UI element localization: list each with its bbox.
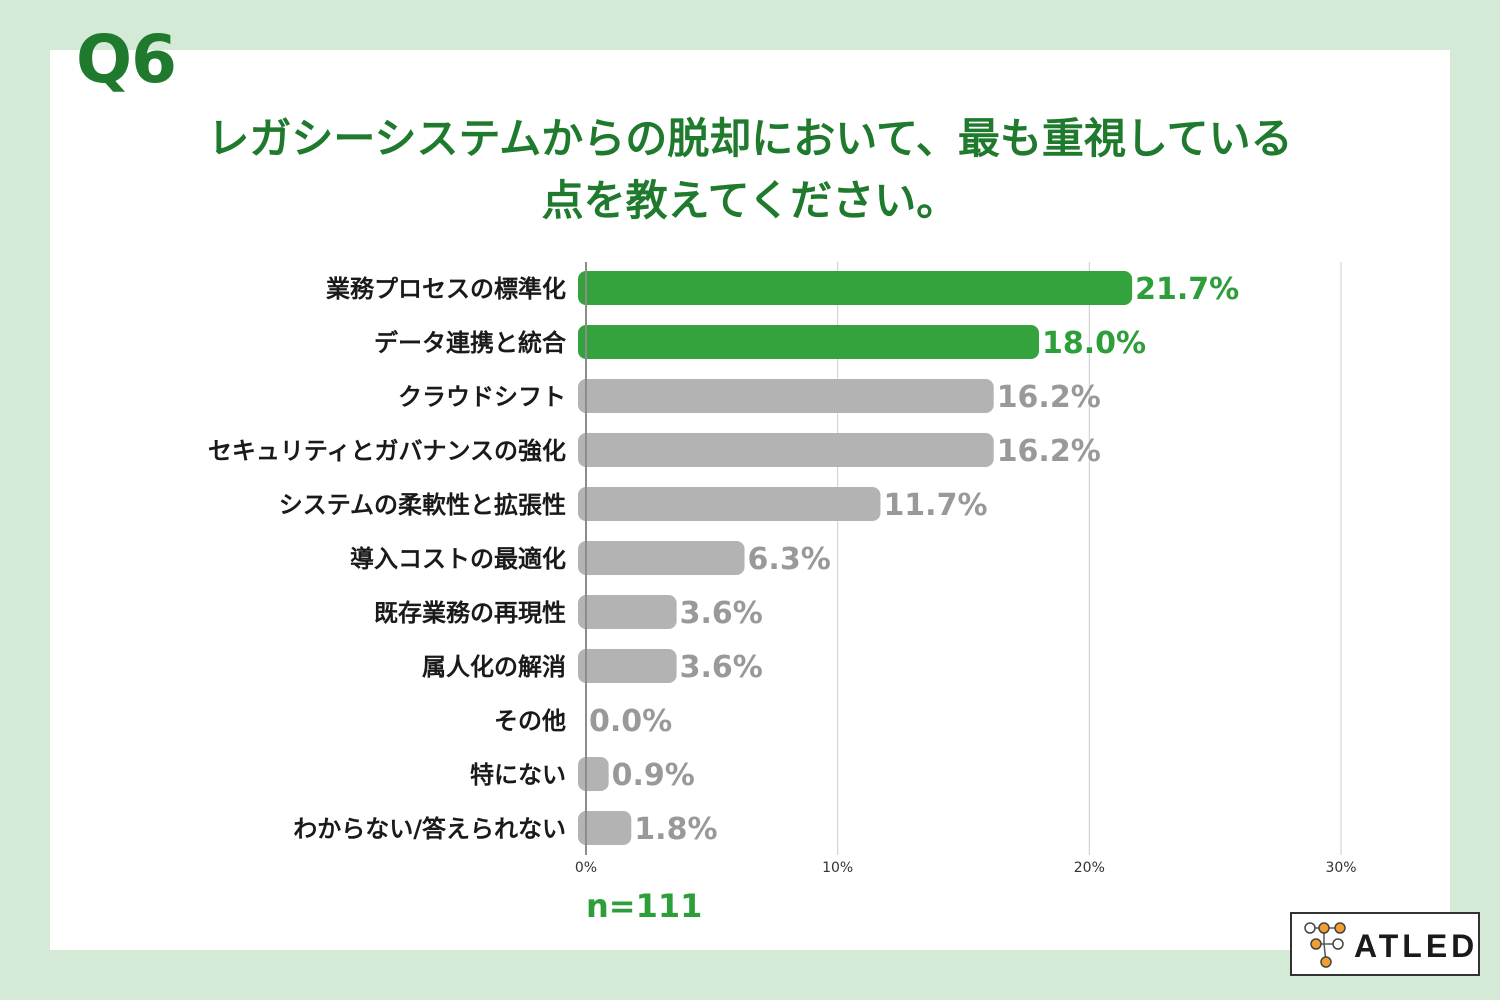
chart-title-line-1: レガシーシステムからの脱却において、最も重視している — [207, 114, 1293, 163]
category-label: クラウドシフト — [398, 383, 566, 411]
category-label: 特にない — [470, 761, 566, 789]
bar — [578, 433, 994, 467]
category-label: 導入コストの最適化 — [350, 545, 566, 573]
bar — [578, 325, 1039, 359]
x-tick-label: 30% — [1325, 860, 1356, 876]
x-tick-label: 0% — [575, 860, 597, 876]
category-label: セキュリティとガバナンスの強化 — [208, 437, 566, 465]
chart-title: レガシーシステムからの脱却において、最も重視している 点を教えてください。 — [0, 108, 1500, 232]
value-label: 3.6% — [680, 650, 763, 685]
value-label: 0.9% — [612, 758, 695, 793]
logo-mark-icon — [1304, 922, 1346, 968]
value-label: 18.0% — [1042, 326, 1146, 361]
category-label: 属人化の解消 — [422, 653, 566, 681]
x-tick-label: 20% — [1074, 860, 1105, 876]
value-label: 3.6% — [680, 596, 763, 631]
atled-logo: ATLED — [1290, 912, 1480, 976]
logo-text: ATLED — [1354, 928, 1479, 964]
value-label: 11.7% — [883, 488, 987, 523]
sample-size: n=111 — [586, 887, 703, 925]
category-label: システムの柔軟性と拡張性 — [279, 491, 566, 519]
bar — [578, 649, 677, 683]
value-label: 1.8% — [634, 812, 717, 847]
x-tick-label: 10% — [822, 860, 853, 876]
category-label: わからない/答えられない — [293, 815, 566, 843]
question-number: Q6 — [76, 21, 177, 98]
value-label: 16.2% — [997, 434, 1101, 469]
bar — [578, 271, 1133, 305]
value-label: 21.7% — [1135, 272, 1239, 307]
category-label: その他 — [494, 707, 566, 735]
value-label: 0.0% — [589, 704, 672, 739]
category-label: 既存業務の再現性 — [374, 599, 566, 627]
bar — [578, 379, 994, 413]
value-label: 16.2% — [997, 380, 1101, 415]
bar — [578, 487, 881, 521]
bar — [578, 541, 745, 575]
value-label: 6.3% — [748, 542, 831, 577]
bar — [578, 811, 632, 845]
chart-title-line-2: 点を教えてください。 — [541, 176, 959, 225]
bar — [578, 757, 609, 791]
bar — [578, 595, 677, 629]
category-label: データ連携と統合 — [374, 329, 567, 357]
category-label: 業務プロセスの標準化 — [326, 275, 566, 303]
